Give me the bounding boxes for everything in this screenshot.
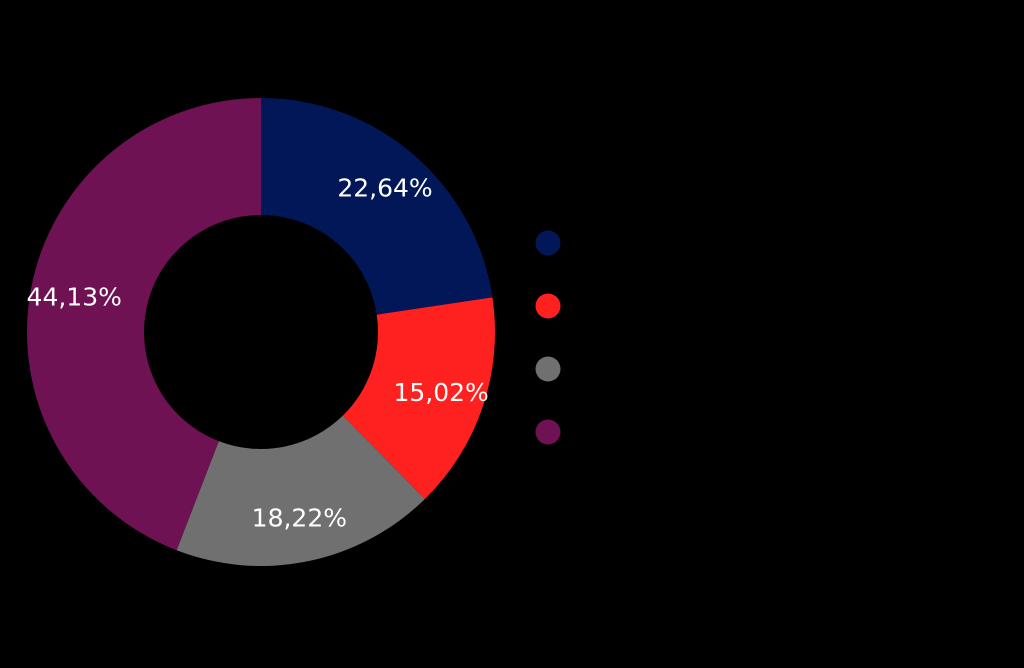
donut-slice-4	[26, 98, 261, 551]
slice-label-group: 22,64% 15,02% 18,22% 44,13%	[27, 174, 489, 533]
legend-marker-3	[535, 356, 561, 382]
donut-slice-3	[176, 415, 425, 567]
legend	[535, 230, 561, 445]
slice-value-label-3: 18,22%	[252, 504, 347, 533]
donut-slice-2	[342, 297, 495, 500]
slice-value-label-1: 22,64%	[337, 174, 432, 203]
slice-value-label-2: 15,02%	[393, 378, 488, 407]
donut-slice-1	[261, 98, 493, 315]
slice-value-label-4: 44,13%	[27, 283, 122, 312]
legend-marker-2	[535, 293, 561, 319]
slice-group	[26, 98, 495, 567]
legend-marker-4	[535, 419, 561, 445]
legend-marker-1	[535, 230, 561, 256]
